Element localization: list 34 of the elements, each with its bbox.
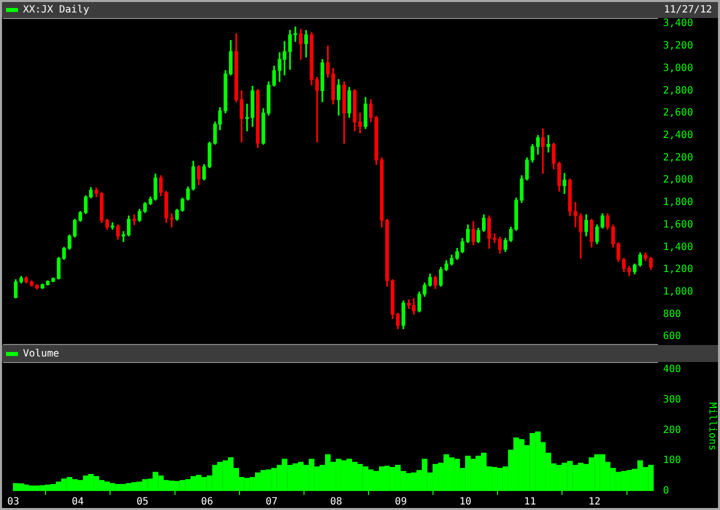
y-tick-label: 2,400 <box>663 130 694 141</box>
y-axis-title: Millions <box>706 402 718 451</box>
y-tick-label: 3,000 <box>663 62 694 74</box>
y-tick-label: 3,200 <box>663 40 694 52</box>
x-tick-label: 09 <box>394 496 407 508</box>
y-tick-label: 1,200 <box>663 264 694 276</box>
y-tick-label: 1,800 <box>663 197 694 208</box>
y-tick-label: 800 <box>663 308 682 320</box>
x-tick-label: 08 <box>330 496 342 508</box>
y-tick-label: 200 <box>663 424 682 436</box>
x-tick-label: 06 <box>201 496 214 508</box>
y-tick-label: 2,800 <box>663 85 694 96</box>
legend-label: XX:JX Daily <box>23 4 90 16</box>
y-tick-label: 400 <box>663 364 682 376</box>
y-tick-label: 300 <box>663 394 682 406</box>
text: 11/27/12 <box>664 4 712 16</box>
x-tick-label: 07 <box>266 496 278 508</box>
x-tick-label: 05 <box>136 496 149 508</box>
x-tick-label: 10 <box>459 496 472 508</box>
y-tick-label: 0 <box>663 486 670 497</box>
x-tick-label: 04 <box>72 496 84 508</box>
x-tick-label: 11 <box>524 496 536 508</box>
x-tick-label: 12 <box>588 496 601 508</box>
y-tick-label: 2,600 <box>663 108 694 119</box>
y-tick-label: 1,400 <box>663 242 694 253</box>
x-tick-label: 03 <box>7 496 20 508</box>
y-tick-label: 600 <box>663 331 682 342</box>
y-tick-label: 2,200 <box>663 152 694 164</box>
y-tick-label: 1,000 <box>663 286 694 298</box>
y-tick-label: 2,000 <box>663 174 694 186</box>
legend-label: Volume <box>23 348 60 360</box>
y-tick-label: 3,400 <box>663 18 694 30</box>
y-tick-label: 100 <box>663 455 682 466</box>
y-tick-label: 1,600 <box>663 219 694 230</box>
